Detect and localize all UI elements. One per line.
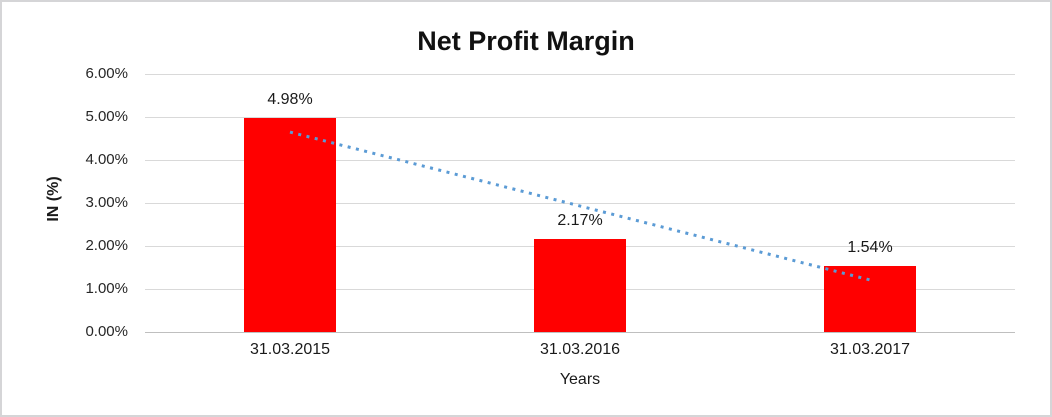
x-axis-title: Years xyxy=(559,371,601,388)
bar-value-label: 2.17% xyxy=(557,212,603,229)
x-tick-label: 31.03.2016 xyxy=(539,341,621,358)
x-tick-label: 31.03.2017 xyxy=(829,341,911,358)
bar-31.03.2015 xyxy=(244,118,336,332)
x-tick-label: 31.03.2015 xyxy=(249,341,331,358)
bar-value-label: 1.54% xyxy=(847,239,893,256)
gridline xyxy=(145,74,1015,75)
plot-area xyxy=(145,74,1015,333)
bar-31.03.2016 xyxy=(534,239,626,332)
y-tick-label: 5.00% xyxy=(85,108,128,125)
y-tick-label: 2.00% xyxy=(85,237,128,254)
chart-title: Net Profit Margin xyxy=(417,26,635,56)
x-axis-line xyxy=(145,332,1015,333)
y-tick-label: 1.00% xyxy=(85,280,128,297)
y-tick-label: 0.00% xyxy=(85,323,128,340)
y-tick-label: 4.00% xyxy=(85,151,128,168)
gridline xyxy=(145,117,1015,118)
bar-value-label: 4.98% xyxy=(267,91,313,108)
y-tick-label: 3.00% xyxy=(85,194,128,211)
y-tick-label: 6.00% xyxy=(85,65,128,82)
bar-31.03.2017 xyxy=(824,266,916,332)
